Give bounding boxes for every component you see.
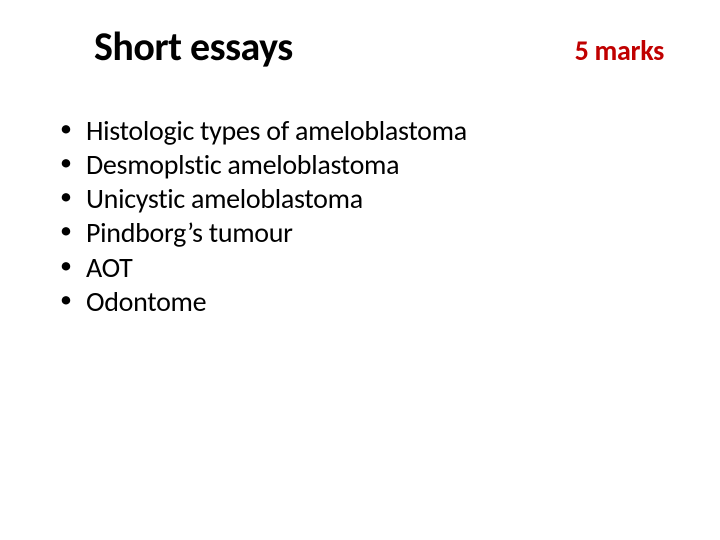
list-item: Histologic types of ameloblastoma [56, 114, 467, 148]
list-item: AOT [56, 251, 467, 285]
list-item: Desmoplstic ameloblastoma [56, 148, 467, 182]
list-item: Odontome [56, 285, 467, 319]
header-row: Short essays 5 marks [0, 22, 720, 71]
page-title: Short essays [94, 22, 293, 71]
marks-label: 5 marks [575, 33, 664, 68]
essay-list: Histologic types of ameloblastoma Desmop… [56, 114, 467, 319]
list-item: Pindborg’s tumour [56, 216, 467, 250]
list-item: Unicystic ameloblastoma [56, 182, 467, 216]
